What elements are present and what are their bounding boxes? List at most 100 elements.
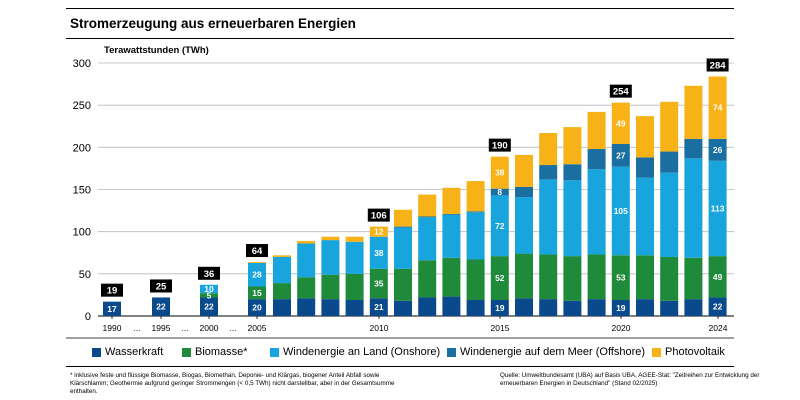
total-label-box	[367, 208, 390, 222]
bar-segment	[442, 214, 461, 258]
legend: Wasserkraft Biomasse* Windenergie an Lan…	[92, 346, 752, 362]
segment-value-label: 26	[713, 145, 723, 155]
x-tick-label: …	[133, 323, 142, 333]
bar-segment	[442, 213, 461, 215]
total-label: 25	[156, 281, 167, 292]
x-tick-label: 2005	[248, 323, 267, 333]
legend-swatch	[447, 347, 456, 357]
bar-segment	[611, 143, 630, 167]
bar-segment	[418, 216, 437, 218]
segment-value-label: 49	[713, 272, 723, 282]
segment-value-label: 22	[204, 302, 214, 312]
bar-segment	[636, 177, 654, 256]
bar-segment	[321, 299, 340, 316]
legend-label: Windenergie an Land (Onshore)	[283, 346, 441, 358]
bar-segment	[345, 299, 364, 316]
segment-value-label: 35	[374, 279, 384, 289]
bar-segment	[466, 181, 485, 212]
total-label-box	[198, 266, 220, 280]
legend-label: Windenergie auf dem Meer (Offshore)	[460, 346, 646, 358]
bar-segment	[466, 299, 485, 316]
bar-segment	[611, 102, 630, 144]
segment-value-label: 74	[713, 103, 723, 113]
bar-segment	[321, 236, 340, 241]
bar-segment	[321, 274, 340, 300]
bar-segment	[708, 160, 727, 257]
segment-value-label: 53	[616, 273, 626, 283]
bar-segment	[539, 299, 558, 316]
bar-segment	[563, 300, 582, 316]
bar-segment	[515, 253, 533, 299]
bar-segment	[273, 256, 291, 284]
bar-segment	[442, 187, 461, 214]
bar-segment	[563, 127, 582, 165]
bar-segment	[660, 101, 679, 152]
x-tick-label: 2024	[709, 323, 728, 333]
segment-value-label: 113	[711, 203, 725, 213]
bar-segment	[636, 157, 654, 178]
bar-segment	[394, 268, 412, 301]
bar-segment	[587, 111, 606, 150]
bar-segment	[103, 301, 121, 316]
bar-segment	[418, 194, 437, 217]
bar-segment	[152, 297, 170, 316]
segment-value-label: 8	[497, 187, 502, 197]
total-label: 19	[107, 286, 118, 297]
bar-segment	[394, 300, 412, 316]
total-label: 36	[204, 269, 215, 280]
legend-label: Photovoltaik	[665, 346, 725, 358]
bar-segment	[466, 211, 485, 213]
bar-segment	[515, 298, 533, 316]
segment-value-label: 22	[713, 302, 723, 312]
bar-segment	[684, 85, 703, 139]
x-tick-label: 2015	[491, 323, 510, 333]
segment-value-label: 27	[616, 150, 626, 160]
legend-swatch	[182, 347, 191, 357]
total-label-box	[706, 58, 729, 72]
bar-segment	[369, 268, 388, 299]
segment-value-label: 49	[616, 118, 626, 128]
x-tick-label: 2020	[612, 323, 631, 333]
footnote: * inklusive feste und flüssige Biomasse,…	[70, 372, 395, 395]
segment-value-label: 21	[374, 302, 384, 312]
bar-segment	[587, 169, 606, 255]
bar-segment	[248, 262, 266, 263]
bar-segment	[660, 172, 679, 257]
bar-segment	[490, 256, 509, 300]
bar-segment	[297, 243, 316, 278]
bar-segment	[539, 179, 558, 255]
bar-segment	[297, 240, 316, 244]
legend-item-photovoltaik: Photovoltaik	[652, 346, 725, 358]
bar-segment	[345, 236, 364, 242]
bar-segment	[490, 195, 509, 257]
y-tick-label: 0	[85, 311, 91, 323]
bar-segment	[539, 132, 558, 166]
total-label-box	[150, 279, 172, 293]
top-rule	[66, 8, 734, 9]
bar-segment	[708, 297, 727, 316]
bar-segment	[418, 217, 437, 261]
legend-swatch	[92, 347, 101, 357]
legend-label: Biomasse*	[195, 346, 248, 358]
y-tick-label: 50	[79, 269, 91, 281]
bar-segment	[345, 241, 364, 274]
x-tick-label: 1990	[103, 323, 122, 333]
bar-segment	[684, 138, 703, 159]
bar-segment	[563, 180, 582, 257]
bar-segment	[248, 286, 266, 300]
source-note: Quelle: Umweltbundesamt (UBA) auf Basis …	[500, 372, 760, 387]
bar-segment	[563, 164, 582, 181]
footer-rule	[66, 366, 734, 367]
y-tick-label: 150	[73, 185, 91, 197]
bar-segment	[248, 262, 266, 287]
bar-segment	[442, 296, 461, 316]
bar-segment	[273, 299, 291, 316]
segment-value-label: 15	[252, 288, 262, 298]
total-label: 106	[371, 211, 387, 222]
segment-value-label: 17	[107, 304, 117, 314]
bar-segment	[394, 227, 412, 269]
bar-segment	[394, 209, 412, 227]
segment-value-label: 22	[156, 302, 166, 312]
x-tick-label: 1995	[152, 323, 171, 333]
